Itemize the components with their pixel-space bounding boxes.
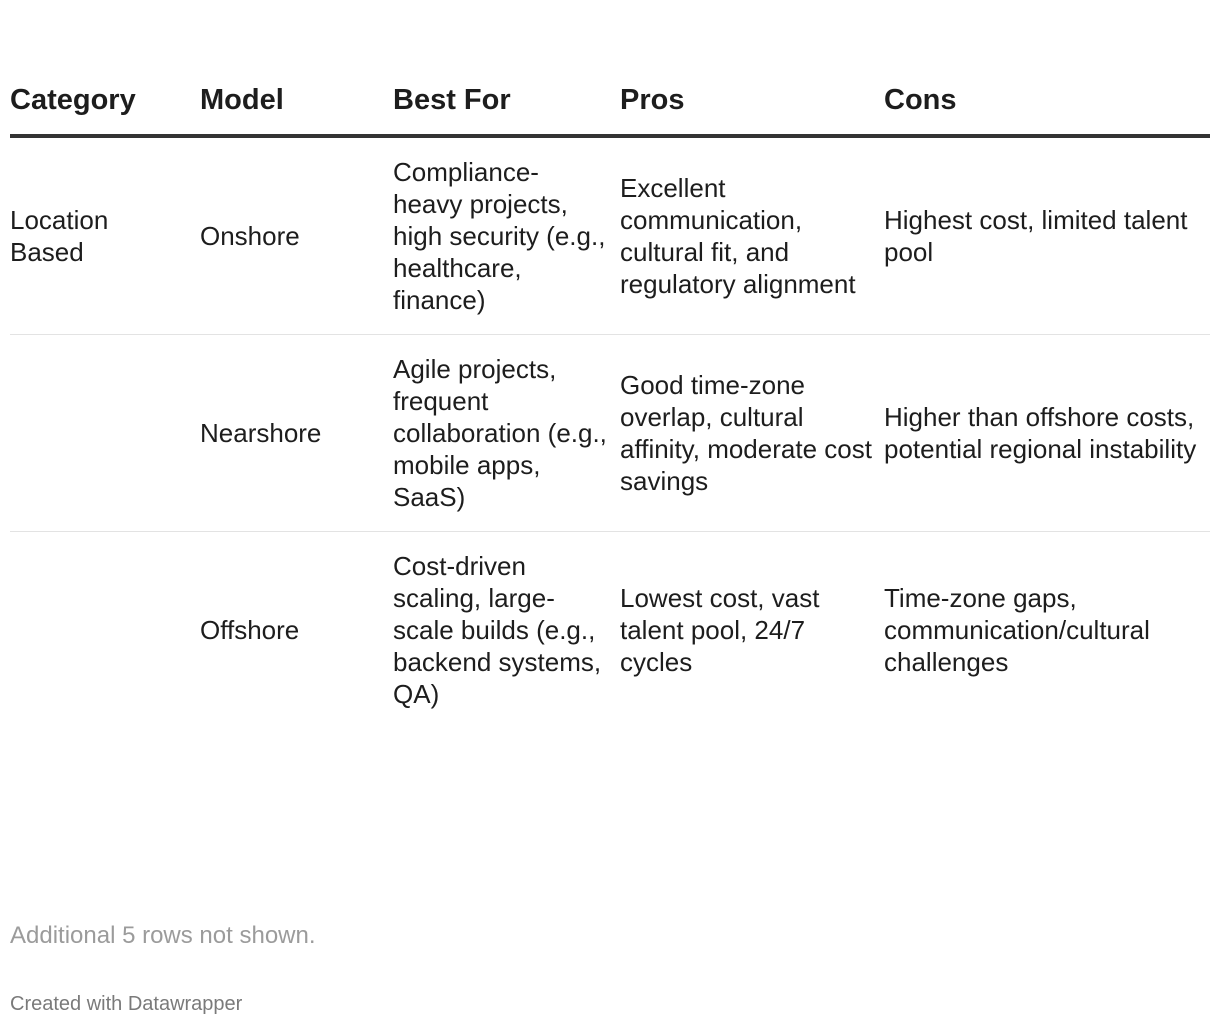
cell-model: Nearshore — [200, 334, 393, 532]
table-notes: Additional 5 rows not shown. — [10, 922, 316, 949]
table-row: Nearshore Agile projects, frequent colla… — [10, 334, 1210, 532]
header-row: Category Model Best For Pros Cons — [10, 72, 1210, 138]
cell-best-for: Compliance-heavy projects, high security… — [393, 136, 620, 335]
cell-category — [10, 334, 200, 532]
cell-cons: Time-zone gaps, communication/cultural c… — [884, 583, 1150, 677]
cell-best-for: Cost-driven scaling, large-scale builds … — [393, 551, 602, 709]
cell-model: Offshore — [200, 615, 300, 645]
comparison-table: Category Model Best For Pros Cons Locati… — [10, 72, 1210, 728]
datawrapper-credit-link[interactable]: Created with Datawrapper — [10, 993, 243, 1015]
datawrapper-table-container: Category Model Best For Pros Cons Locati… — [10, 0, 1210, 728]
table-header: Category Model Best For Pros Cons — [10, 72, 1210, 138]
cell-cons: Higher than offshore costs, potential re… — [884, 334, 1210, 532]
cell-pros: Good time-zone overlap, cultural affinit… — [620, 334, 884, 532]
table-body: Location Based Onshore Compliance-heavy … — [10, 136, 1210, 728]
cell-pros: Excellent communication, cultural fit, a… — [620, 136, 884, 335]
header-cons[interactable]: Cons — [884, 72, 1210, 138]
header-model[interactable]: Model — [200, 72, 393, 138]
cell-category — [10, 532, 200, 729]
header-best-for[interactable]: Best For — [393, 72, 620, 138]
header-pros[interactable]: Pros — [620, 72, 884, 138]
cell-category: Location Based — [10, 136, 200, 335]
cell-model: Onshore — [200, 136, 393, 335]
cell-best-for: Agile projects, frequent collaboration (… — [393, 334, 620, 532]
header-category[interactable]: Category — [10, 72, 200, 138]
cell-pros: Lowest cost, vast talent pool, 24/7 cycl… — [620, 583, 820, 677]
table-row: Offshore Cost-driven scaling, large-scal… — [10, 532, 1210, 729]
table-row: Location Based Onshore Compliance-heavy … — [10, 136, 1210, 335]
cell-cons: Highest cost, limited talent pool — [884, 136, 1210, 335]
